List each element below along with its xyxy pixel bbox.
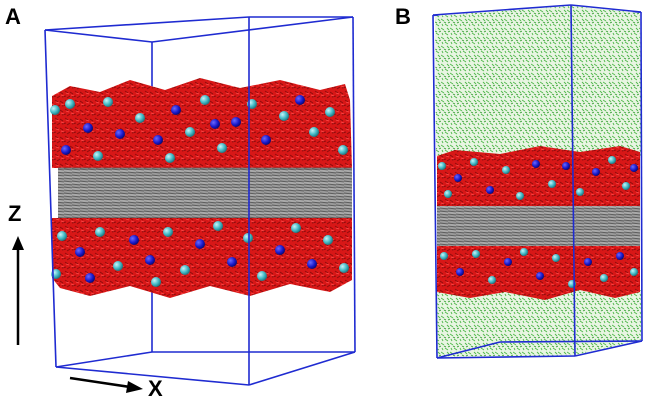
up-arrow-icon	[12, 236, 24, 345]
x-axis-label: X	[148, 376, 163, 401]
panel-a-ions	[50, 95, 349, 287]
z-axis-label: Z	[8, 201, 22, 226]
panel-a-lower-water-layer	[52, 218, 352, 298]
panel-a-box-front	[44, 16, 356, 386]
panel-a-label: A	[5, 4, 21, 29]
panel-a	[44, 16, 356, 386]
panel-a-lipid-core	[58, 167, 352, 218]
panel-b-upper-solvent	[435, 6, 641, 156]
panel-b-upper-water-layer	[437, 146, 640, 206]
panel-a-upper-water-layer	[52, 78, 352, 168]
panel-b-box-front	[432, 4, 643, 359]
panel-b-lower-solvent	[436, 290, 641, 357]
panel-b-lipid-core	[437, 206, 640, 246]
right-arrow-icon	[69, 376, 143, 393]
panel-b	[432, 4, 643, 359]
panel-b-ions	[438, 156, 638, 288]
panel-b-label: B	[395, 4, 411, 29]
